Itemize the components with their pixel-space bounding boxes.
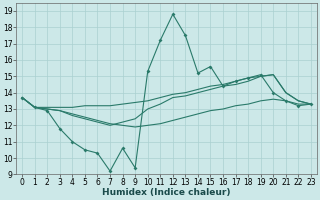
X-axis label: Humidex (Indice chaleur): Humidex (Indice chaleur) (102, 188, 231, 197)
